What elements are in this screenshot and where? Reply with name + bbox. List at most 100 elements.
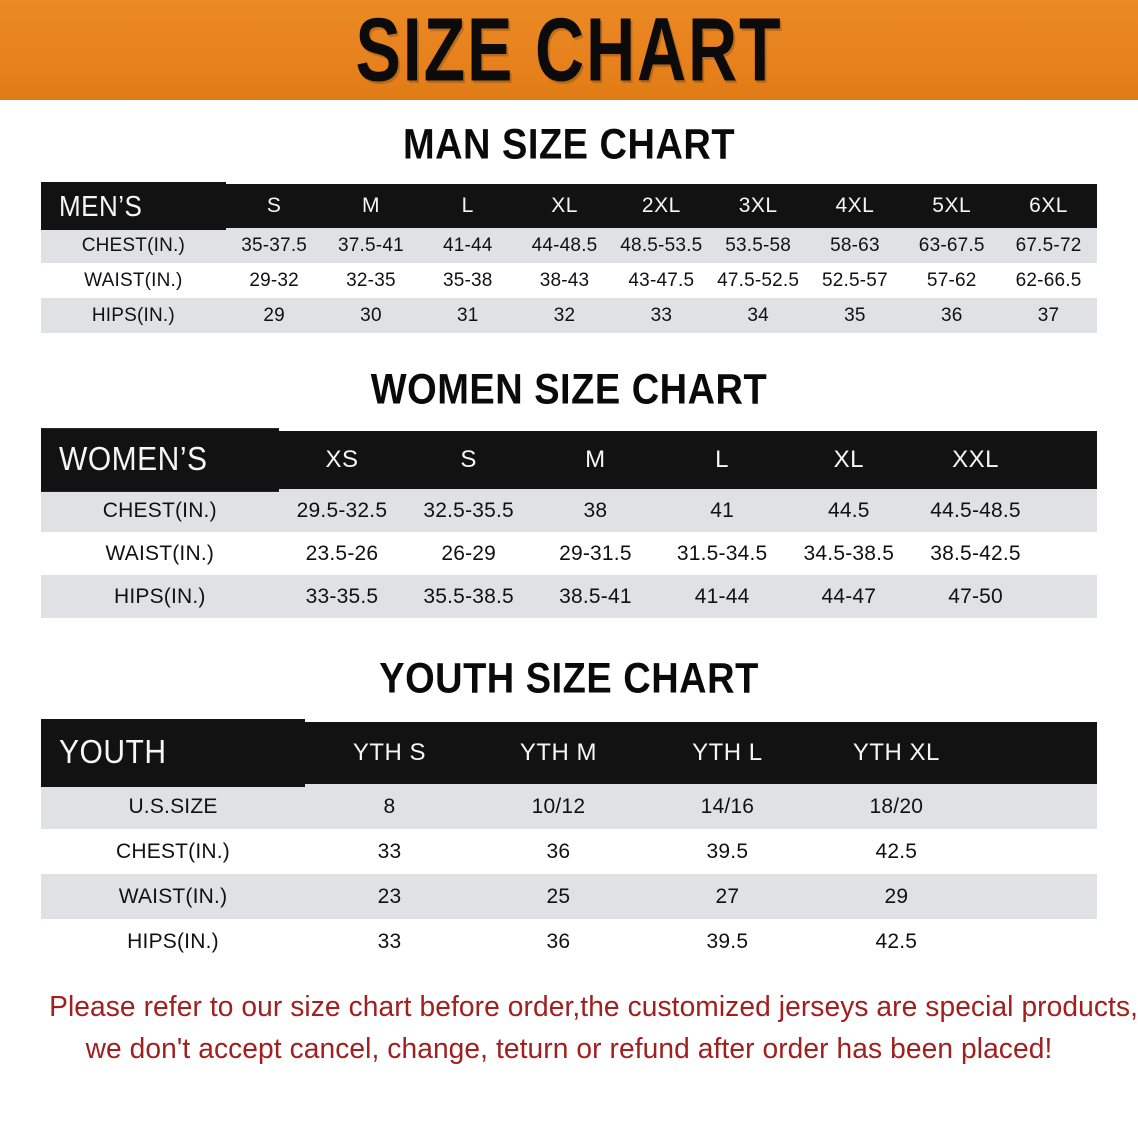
banner-title: SIZE CHART bbox=[355, 0, 783, 101]
youth-measurement-cell: 25 bbox=[473, 874, 643, 919]
man-column-header: XL bbox=[516, 184, 613, 228]
women-measurement-cell: 38.5-42.5 bbox=[912, 532, 1039, 575]
youth-row-label: U.S.SIZE bbox=[41, 784, 305, 829]
youth-row-label: WAIST(IN.) bbox=[41, 874, 305, 919]
table-row: CHEST(IN.) 33 36 39.5 42.5 bbox=[41, 829, 1097, 874]
women-measurement-cell: 32.5-35.5 bbox=[405, 489, 533, 532]
youth-measurement-cell: 36 bbox=[473, 919, 643, 964]
man-column-header: 2XL bbox=[612, 184, 710, 228]
youth-size-table: YOUTH YTH S YTH M YTH L YTH XL U.S.SIZE 8 10/12… bbox=[41, 718, 1097, 964]
youth-measurement-cell: 39.5 bbox=[642, 829, 812, 874]
man-table-wrap: MEN’S S M L XL 2XL 3XL 4XL 5XL 6XL CHEST(IN.) 35-37… bbox=[41, 181, 1097, 333]
man-measurement-cell: 58-63 bbox=[806, 228, 904, 263]
man-measurement-cell: 52.5-57 bbox=[806, 263, 904, 298]
man-column-header: L bbox=[419, 184, 517, 228]
man-measurement-cell: 62-66.5 bbox=[1000, 263, 1097, 298]
man-measurement-cell: 47.5-52.5 bbox=[709, 263, 807, 298]
footer-note-line-1: Please refer to our size chart before or… bbox=[49, 991, 1138, 1023]
youth-column-header: YTH S bbox=[305, 722, 474, 784]
man-measurement-cell: 36 bbox=[903, 298, 1001, 333]
women-measurement-cell: 38 bbox=[532, 489, 659, 532]
women-measurement-cell: 41 bbox=[658, 489, 786, 532]
women-column-header: M bbox=[532, 431, 659, 489]
youth-measurement-cell: 36 bbox=[473, 829, 643, 874]
women-section-title: WOMEN SIZE CHART bbox=[370, 366, 768, 414]
man-column-header: 3XL bbox=[709, 184, 807, 228]
women-measurement-cell: 41-44 bbox=[658, 575, 786, 618]
youth-row-label: HIPS(IN.) bbox=[41, 919, 305, 964]
women-header-spacer bbox=[1038, 431, 1097, 489]
man-section-title: MAN SIZE CHART bbox=[402, 121, 736, 169]
women-table-wrap: WOMEN’S XS S M L XL XXL CHEST(IN.) 29.5-32.5 32.5… bbox=[41, 428, 1097, 618]
youth-column-header: YTH XL bbox=[811, 722, 981, 784]
man-column-header: 6XL bbox=[1000, 184, 1097, 228]
women-measurement-cell: 44.5 bbox=[785, 489, 913, 532]
youth-measurement-cell: 42.5 bbox=[811, 829, 981, 874]
youth-row-label: CHEST(IN.) bbox=[41, 829, 305, 874]
women-measurement-cell: 33-35.5 bbox=[278, 575, 406, 618]
table-row: HIPS(IN.) 33-35.5 35.5-38.5 38.5-41 41-44 44-… bbox=[41, 575, 1097, 618]
youth-row-spacer bbox=[980, 829, 1097, 874]
man-measurement-cell: 30 bbox=[322, 298, 420, 333]
youth-measurement-cell: 42.5 bbox=[811, 919, 981, 964]
youth-column-header: YTH M bbox=[473, 722, 643, 784]
women-measurement-cell: 31.5-34.5 bbox=[658, 532, 786, 575]
women-column-header: S bbox=[405, 431, 533, 489]
man-measurement-cell: 31 bbox=[419, 298, 517, 333]
man-measurement-cell: 38-43 bbox=[516, 263, 613, 298]
youth-measurement-cell: 33 bbox=[305, 919, 474, 964]
women-measurement-cell: 47-50 bbox=[912, 575, 1039, 618]
women-measurement-cell: 34.5-38.5 bbox=[785, 532, 913, 575]
man-column-header: M bbox=[322, 184, 420, 228]
youth-section-title: YOUTH SIZE CHART bbox=[379, 655, 759, 703]
women-row-spacer bbox=[1038, 532, 1097, 575]
size-chart-banner: SIZE CHART bbox=[0, 0, 1138, 100]
man-measurement-cell: 48.5-53.5 bbox=[612, 228, 710, 263]
women-column-header: XXL bbox=[912, 431, 1039, 489]
man-measurement-cell: 63-67.5 bbox=[903, 228, 1001, 263]
man-header-label: MEN’S bbox=[41, 181, 226, 231]
table-row: CHEST(IN.) 29.5-32.5 32.5-35.5 38 41 44.5 44.5… bbox=[41, 489, 1097, 532]
women-measurement-cell: 29.5-32.5 bbox=[278, 489, 406, 532]
man-measurement-cell: 32 bbox=[516, 298, 613, 333]
youth-measurement-cell: 14/16 bbox=[642, 784, 812, 829]
man-measurement-cell: 37.5-41 bbox=[322, 228, 420, 263]
man-measurement-cell: 43-47.5 bbox=[612, 263, 710, 298]
women-row-label: HIPS(IN.) bbox=[41, 575, 279, 618]
youth-header-label: YOUTH bbox=[41, 718, 305, 788]
table-row: WAIST(IN.) 23 25 27 29 bbox=[41, 874, 1097, 919]
youth-row-spacer bbox=[980, 874, 1097, 919]
youth-table-wrap: YOUTH YTH S YTH M YTH L YTH XL U.S.SIZE 8 10/12… bbox=[41, 718, 1097, 964]
women-size-table: WOMEN’S XS S M L XL XXL CHEST(IN.) 29.5-32.5 32.5… bbox=[41, 428, 1097, 618]
youth-measurement-cell: 29 bbox=[811, 874, 981, 919]
man-measurement-cell: 44-48.5 bbox=[516, 228, 613, 263]
table-row: U.S.SIZE 8 10/12 14/16 18/20 bbox=[41, 784, 1097, 829]
man-row-label: HIPS(IN.) bbox=[41, 298, 226, 333]
man-measurement-cell: 67.5-72 bbox=[1000, 228, 1097, 263]
table-row: HIPS(IN.) 33 36 39.5 42.5 bbox=[41, 919, 1097, 964]
man-column-header: 4XL bbox=[806, 184, 904, 228]
man-measurement-cell: 32-35 bbox=[322, 263, 420, 298]
women-column-header: L bbox=[658, 431, 786, 489]
women-measurement-cell: 44.5-48.5 bbox=[912, 489, 1039, 532]
man-measurement-cell: 29 bbox=[225, 298, 323, 333]
women-row-label: WAIST(IN.) bbox=[41, 532, 279, 575]
man-size-table: MEN’S S M L XL 2XL 3XL 4XL 5XL 6XL CHEST(IN.) 35-37… bbox=[41, 181, 1097, 333]
table-row: HIPS(IN.) 29 30 31 32 33 34 35 36 37 bbox=[41, 298, 1097, 333]
youth-header-spacer bbox=[980, 722, 1097, 784]
youth-measurement-cell: 8 bbox=[305, 784, 474, 829]
man-table-header-row: MEN’S S M L XL 2XL 3XL 4XL 5XL 6XL bbox=[41, 181, 1097, 231]
man-column-header: S bbox=[225, 184, 323, 228]
table-row: WAIST(IN.) 29-32 32-35 35-38 38-43 43-47.5 47.… bbox=[41, 263, 1097, 298]
women-column-header: XL bbox=[785, 431, 913, 489]
youth-measurement-cell: 23 bbox=[305, 874, 474, 919]
man-measurement-cell: 57-62 bbox=[903, 263, 1001, 298]
man-measurement-cell: 53.5-58 bbox=[709, 228, 807, 263]
youth-row-spacer bbox=[980, 784, 1097, 829]
women-measurement-cell: 44-47 bbox=[785, 575, 913, 618]
man-column-header: 5XL bbox=[903, 184, 1001, 228]
youth-measurement-cell: 33 bbox=[305, 829, 474, 874]
youth-row-spacer bbox=[980, 919, 1097, 964]
footer-note: Please refer to our size chart before or… bbox=[49, 986, 1138, 1070]
man-row-label: WAIST(IN.) bbox=[41, 263, 226, 298]
